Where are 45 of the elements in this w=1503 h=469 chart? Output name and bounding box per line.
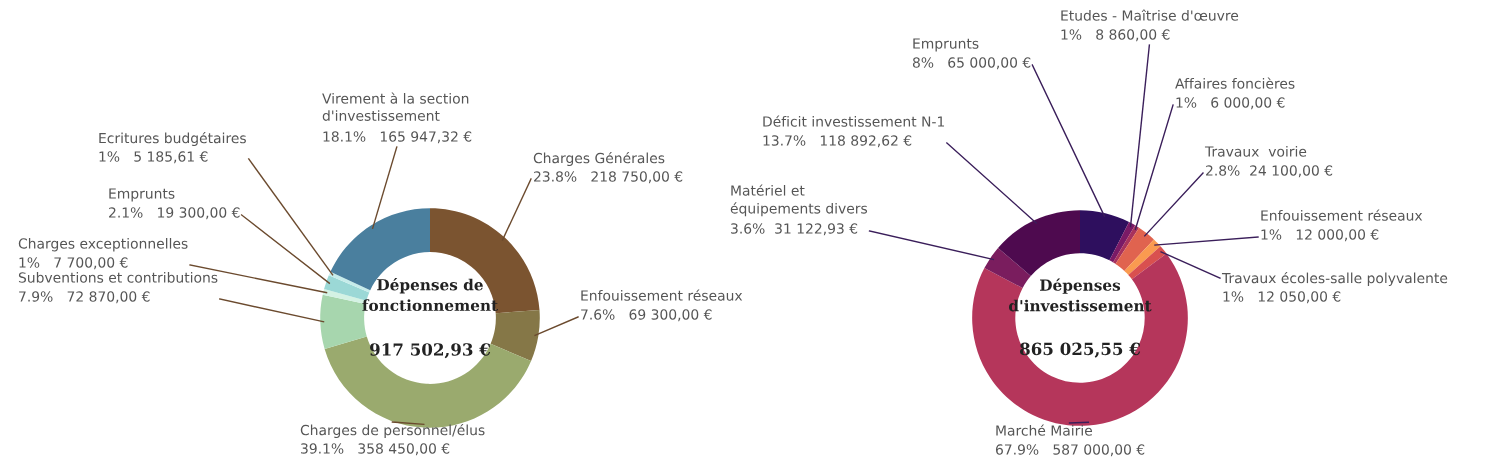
slice-label: Travaux voirie xyxy=(1204,146,1307,157)
slice-label: Matériel et équipements divers xyxy=(730,184,868,217)
slice-label: Affaires foncières xyxy=(1175,77,1295,89)
data-label: 13.7% 118 892,62 € xyxy=(763,135,912,148)
slice-label: Charges exceptionnelles xyxy=(18,238,188,252)
slice-label: Emprunts xyxy=(109,188,175,202)
donut-slice xyxy=(328,271,371,293)
donut-slice xyxy=(984,247,1031,289)
slice-label: Charges Générales xyxy=(533,152,665,166)
data-label: 1% 5 185,61 € xyxy=(99,151,208,164)
data-label: 2.1% 19 300,00 € xyxy=(109,207,240,220)
data-label: 67.9% 587 000,00 € xyxy=(995,444,1145,457)
slice-label: Etudes - Maîtrise d'œuvre xyxy=(1061,9,1239,21)
donut-slice xyxy=(1128,246,1167,280)
data-label: 23.8% 218 750,00 € xyxy=(534,171,683,184)
slice-label: Enfouissement réseaux xyxy=(581,289,743,301)
data-label: 39.1% 358 450,00 € xyxy=(301,443,450,456)
data-label: 8% 65 000,00 € xyxy=(912,57,1031,70)
data-label: 3.6% 31 122,93 € xyxy=(731,223,858,236)
slice-label: Travaux écoles-salle polyvalente xyxy=(1221,272,1448,286)
data-label: 1% 6 000,00 € xyxy=(1176,97,1285,110)
data-label: 1% 8 860,00 € xyxy=(1061,29,1170,42)
data-label: 1% 12 000,00 € xyxy=(1261,229,1379,242)
slice-label: Emprunts xyxy=(913,38,979,52)
data-label: 1% 12 050,00 € xyxy=(1223,291,1341,304)
slice-label: Déficit investissement N-1 xyxy=(763,115,945,127)
text: 917 502,93 € xyxy=(370,343,491,359)
data-label: 7.9% 72 870,00 € xyxy=(19,291,150,304)
slice-label: Marché Mairie xyxy=(996,424,1093,436)
data-label: 7.6% 69 300,00 € xyxy=(581,309,712,322)
data-label: 18.1% 165 947,32 € xyxy=(323,131,472,144)
donut-slice xyxy=(998,210,1080,276)
donut-slice xyxy=(324,275,370,301)
slice-label: Charges de personnel/élus xyxy=(300,424,485,438)
slice-label: Enfouissement réseaux xyxy=(1261,209,1423,221)
data-label: 2.8% 24 100,00 € xyxy=(1206,165,1333,178)
donut-slice xyxy=(972,253,1188,426)
data-label: 1% 7 700,00 € xyxy=(19,257,128,270)
donut-slice xyxy=(490,310,540,361)
donut-slice xyxy=(1080,210,1130,261)
donut-slice xyxy=(1124,239,1161,275)
slice-label: Ecritures budgétaires xyxy=(99,132,246,146)
donut-slice xyxy=(1115,227,1154,271)
slice-label: Subventions et contributions xyxy=(18,272,218,283)
slice-label: Virement à la section d'investissement xyxy=(322,92,469,121)
